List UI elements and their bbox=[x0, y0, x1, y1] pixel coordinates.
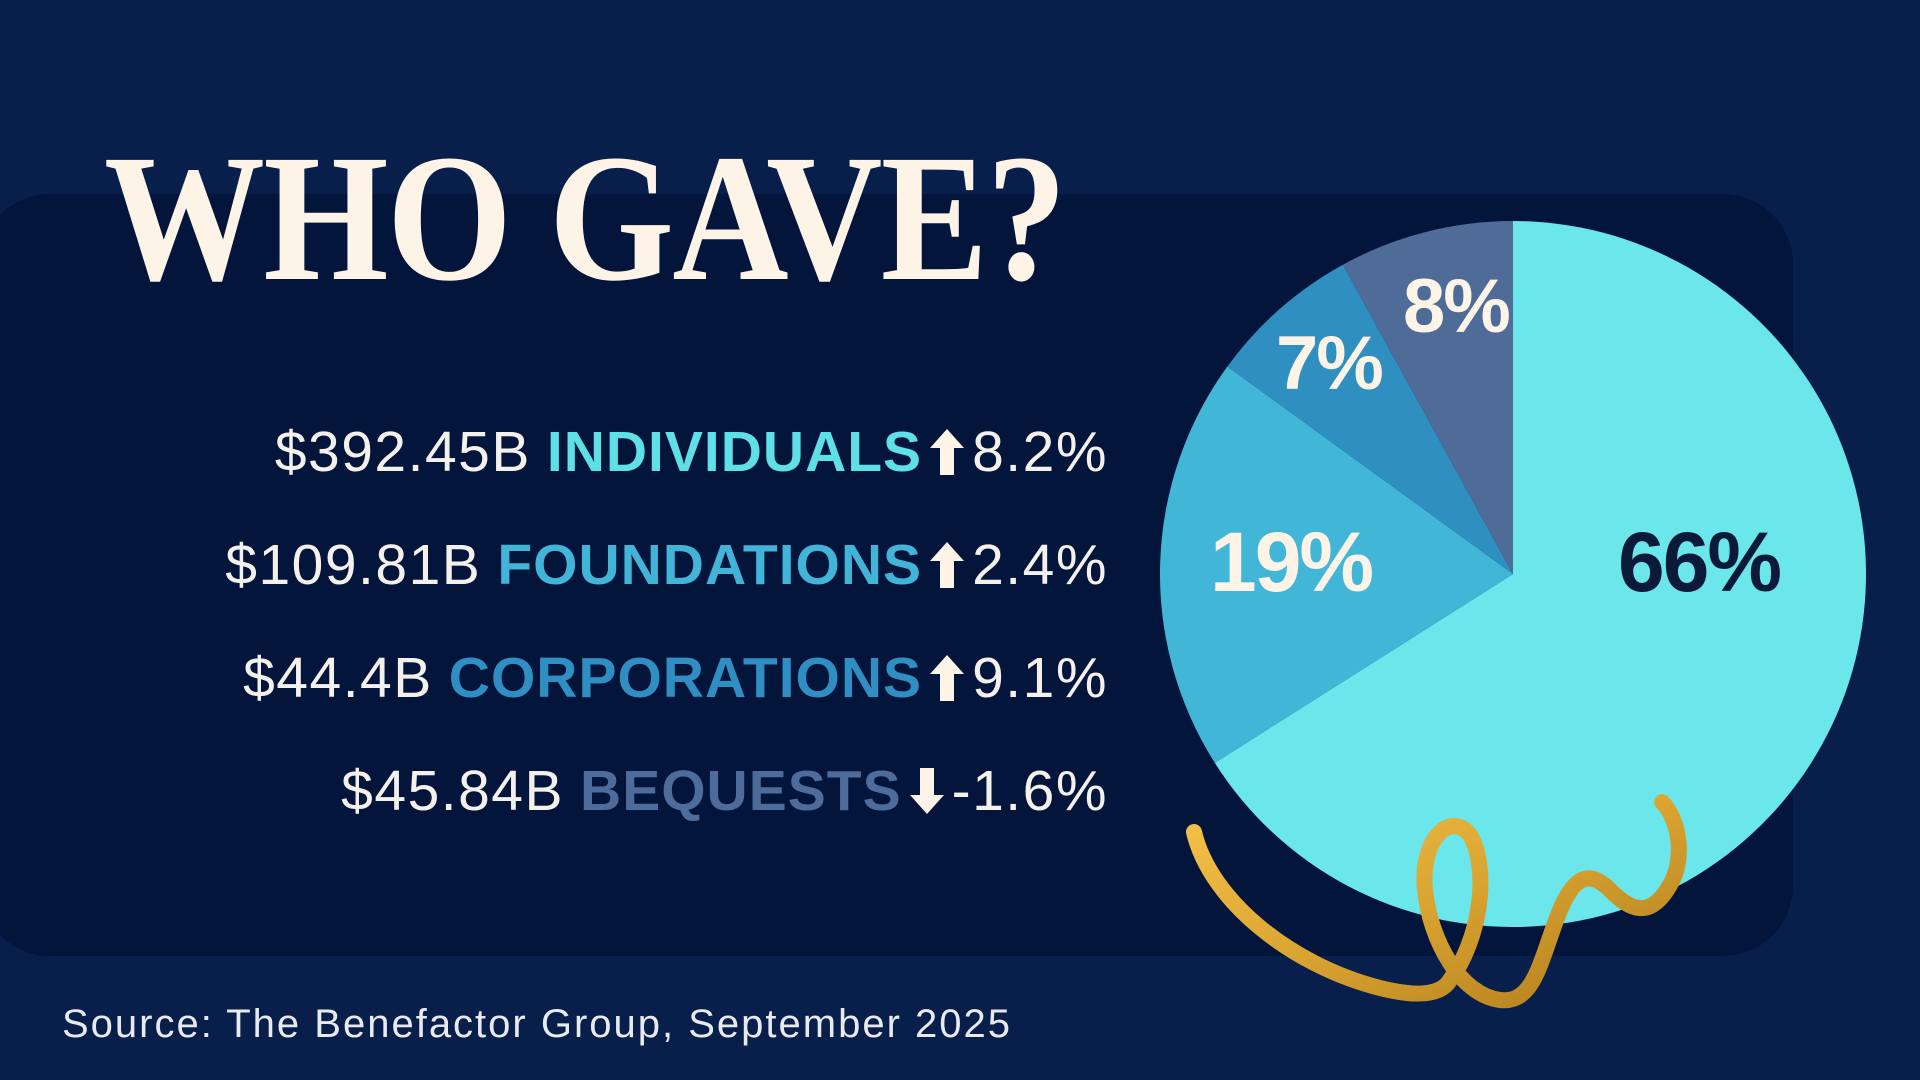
change-percent: 2.4% bbox=[972, 532, 1108, 597]
row-corporations: $44.4B CORPORATIONS 9.1% bbox=[225, 621, 1108, 734]
change-percent: 9.1% bbox=[972, 645, 1108, 710]
arrow-up-icon bbox=[930, 654, 965, 701]
category-label: CORPORATIONS bbox=[448, 645, 923, 710]
arrow-up-icon bbox=[930, 428, 965, 475]
source-caption: Source: The Benefactor Group, September … bbox=[62, 1002, 1013, 1046]
pie-label-corporations: 7% bbox=[1276, 321, 1384, 406]
giving-breakdown-list: $392.45B INDIVIDUALS 8.2% $109.81B FOUND… bbox=[225, 395, 1108, 847]
pie-label-individuals: 66% bbox=[1618, 515, 1782, 609]
category-label: BEQUESTS bbox=[580, 758, 902, 823]
amount: $44.4B bbox=[243, 645, 433, 710]
page-title: WHO GAVE? bbox=[104, 118, 1067, 319]
pie-slice-bequests bbox=[1342, 221, 1513, 574]
amount: $392.45B bbox=[274, 419, 531, 484]
gold-ribbon-decoration bbox=[1186, 794, 1687, 1009]
pie-slice-individuals bbox=[1214, 221, 1867, 928]
pie-label-bequests: 8% bbox=[1403, 264, 1511, 349]
row-foundations: $109.81B FOUNDATIONS 2.4% bbox=[225, 508, 1108, 621]
arrow-down-icon bbox=[909, 767, 944, 814]
category-label: FOUNDATIONS bbox=[497, 532, 923, 597]
pie-slice-corporations bbox=[1227, 264, 1513, 574]
amount: $109.81B bbox=[225, 532, 482, 597]
pie-slice-foundations bbox=[1159, 366, 1513, 763]
category-label: INDIVIDUALS bbox=[546, 419, 923, 484]
change-percent: -1.6% bbox=[951, 758, 1108, 823]
row-individuals: $392.45B INDIVIDUALS 8.2% bbox=[225, 395, 1108, 508]
pie-chart bbox=[1159, 221, 1867, 928]
change-percent: 8.2% bbox=[972, 419, 1108, 484]
row-bequests: $45.84B BEQUESTS -1.6% bbox=[225, 734, 1108, 847]
pie-label-foundations: 19% bbox=[1210, 515, 1374, 609]
amount: $45.84B bbox=[341, 758, 565, 823]
arrow-up-icon bbox=[930, 541, 965, 588]
